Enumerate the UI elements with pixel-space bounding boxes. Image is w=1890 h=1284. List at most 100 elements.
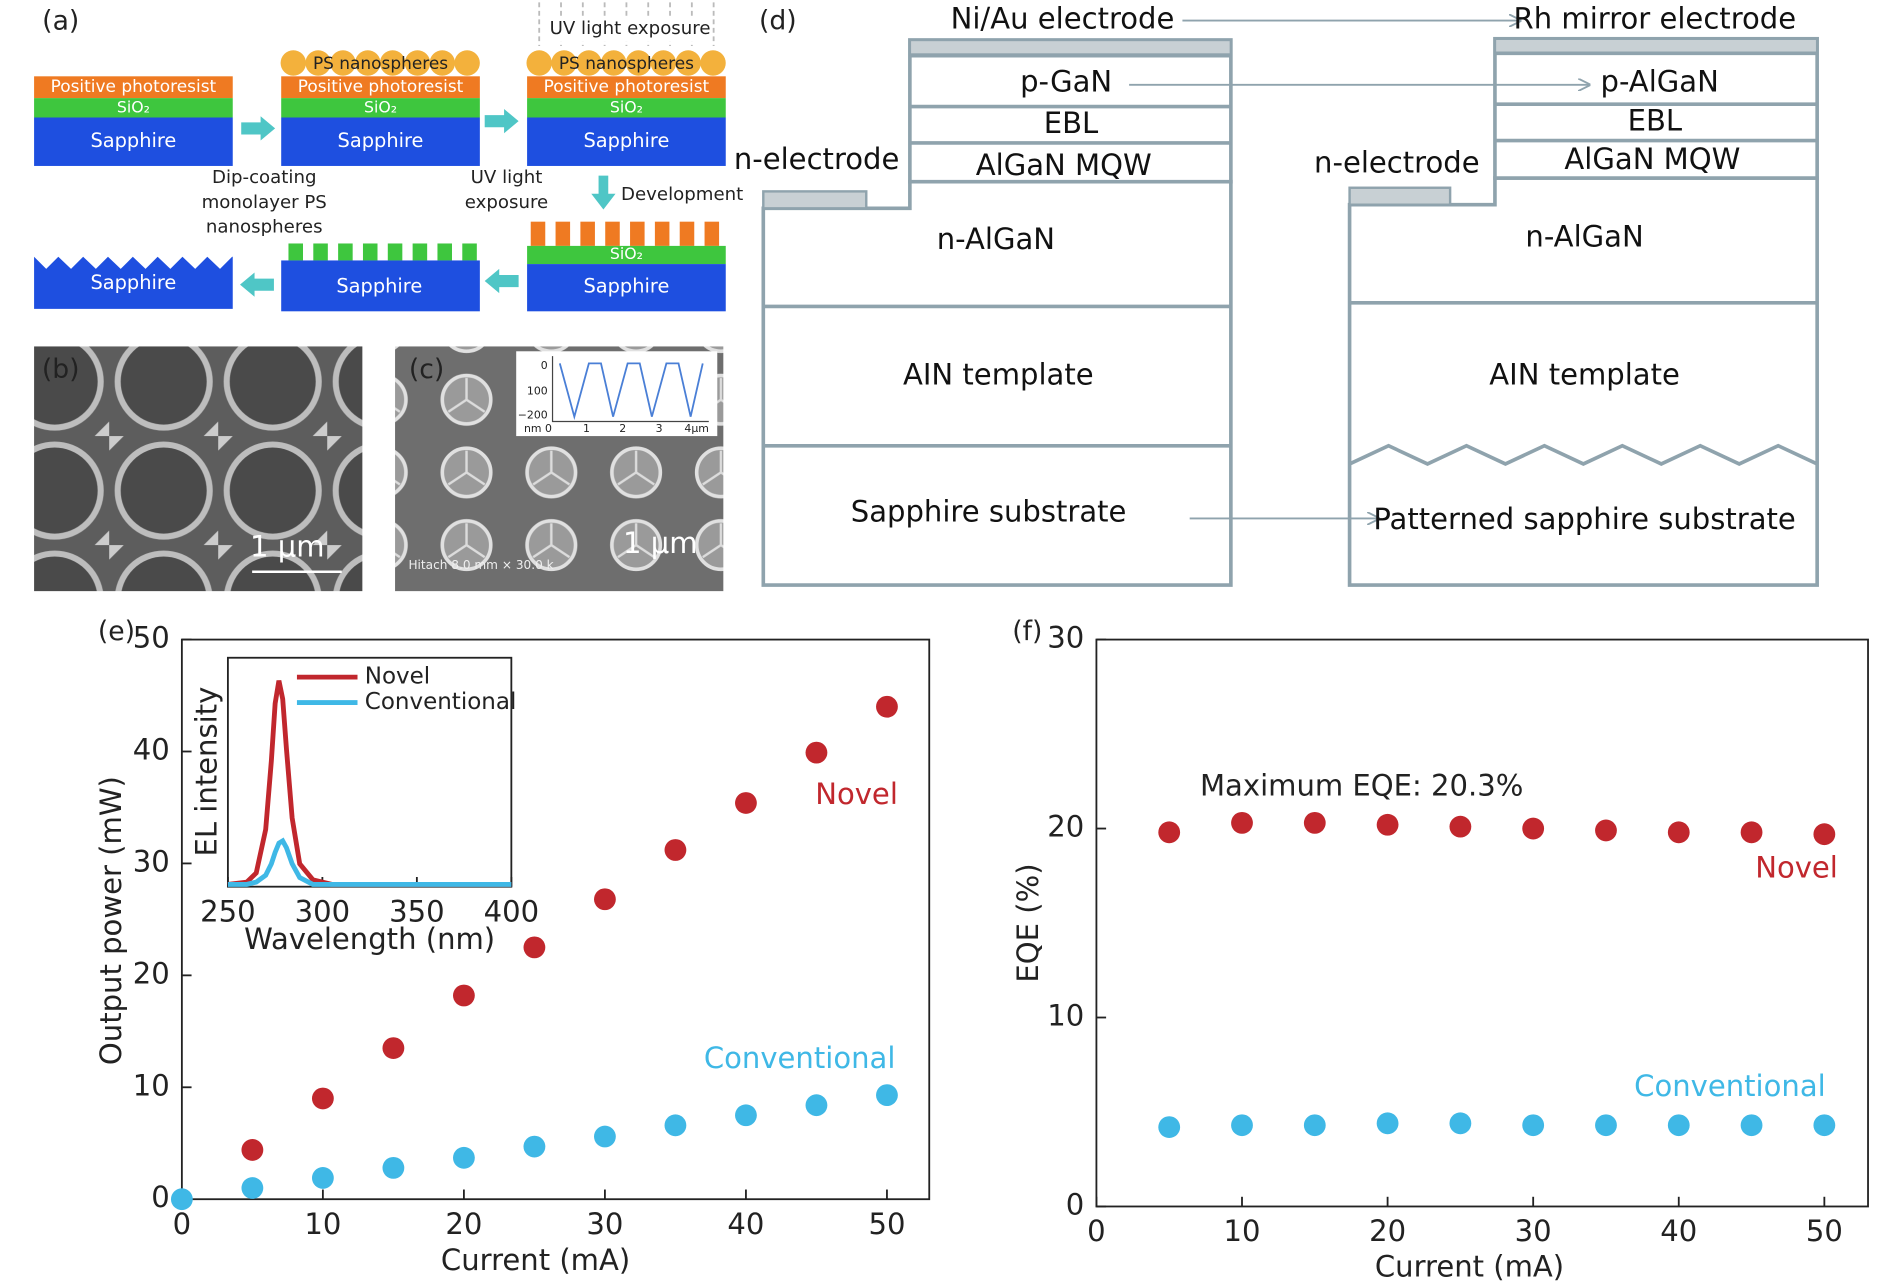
panel-label: (c) <box>409 354 444 385</box>
label: (a) <box>42 5 79 36</box>
layer-label: Sapphire <box>338 129 424 152</box>
data-point <box>1522 1114 1545 1137</box>
profile-tick-label: 2 <box>619 422 626 435</box>
data-point <box>1595 1114 1617 1137</box>
mesa <box>1493 36 1819 180</box>
y-tick-label: 30 <box>133 844 170 878</box>
photoresist-pillar <box>704 221 720 246</box>
data-point <box>735 1104 757 1127</box>
photoresist-pillar <box>580 221 595 246</box>
data-point <box>664 839 687 861</box>
uv-label-bg <box>551 16 709 42</box>
process-arrow <box>484 109 519 134</box>
sio2-layer <box>527 245 726 265</box>
label: exposure <box>465 192 548 213</box>
data-point <box>876 695 898 718</box>
plot-frame <box>1095 638 1869 1208</box>
n-electrode <box>762 190 868 210</box>
x-axis-label: Current (mA) <box>1375 1249 1564 1283</box>
data-point <box>1449 1112 1472 1135</box>
data-point <box>1231 1114 1253 1137</box>
sphere-label: PS nanospheres <box>559 53 694 73</box>
data-point <box>805 741 828 764</box>
data-point <box>1158 1116 1181 1139</box>
y-tick-label: 20 <box>133 956 170 990</box>
profile-tick-label: 4μm <box>684 422 708 435</box>
y-tick-label: 50 <box>133 621 170 655</box>
data-point <box>311 1167 334 1189</box>
data-point <box>1813 1114 1836 1137</box>
structure-label: n-AlGaN <box>1525 220 1643 254</box>
sio2-pillar <box>437 243 452 261</box>
data-point <box>1740 1114 1763 1137</box>
data-point <box>523 936 546 959</box>
series-label: Conventional <box>1634 1069 1826 1103</box>
y-tick-label: 0 <box>1066 1187 1085 1221</box>
structure-label: AlGaN MQW <box>976 148 1152 182</box>
y-tick-label: 30 <box>1047 621 1084 655</box>
x-tick-label: 20 <box>445 1207 482 1241</box>
sio2-pillar <box>362 243 378 261</box>
nanosphere <box>379 50 406 76</box>
x-tick-label: 40 <box>727 1207 764 1241</box>
panel-label: (d) <box>759 5 797 36</box>
x-tick-label: 10 <box>1224 1214 1261 1248</box>
structure-label: EBL <box>1628 103 1683 137</box>
nanosphere <box>625 50 652 76</box>
process-arrow <box>591 175 616 210</box>
top-electrode <box>1493 37 1819 55</box>
data-point <box>1376 813 1399 836</box>
x-tick-label: 350 <box>389 894 444 928</box>
profile-line <box>558 362 704 421</box>
structure-label: n-AlGaN <box>937 222 1055 256</box>
scale-label: 1 μm <box>250 530 325 564</box>
nanosphere <box>404 50 431 76</box>
data-point <box>594 1125 616 1148</box>
data-point <box>1449 815 1472 838</box>
nanosphere <box>576 50 602 76</box>
sapphire-layer <box>281 260 480 312</box>
annotation: Maximum EQE: 20.3% <box>1200 768 1523 802</box>
data-point <box>1303 1114 1326 1137</box>
nanosphere <box>429 50 456 76</box>
sem-info: Hitach 8.0 mm × 30.0 k <box>408 558 553 572</box>
structure-label: Sapphire substrate <box>851 495 1127 529</box>
data-point <box>594 888 616 911</box>
layer-label: Positive photoresist <box>51 76 217 96</box>
nanosphere <box>600 50 627 76</box>
scale-label: 1 μm <box>623 526 698 560</box>
spectrum-line <box>227 837 512 887</box>
data-point <box>452 984 475 1007</box>
sphere-label: PS nanospheres <box>313 53 448 73</box>
data-point <box>1522 817 1545 840</box>
legend-label: Novel <box>365 664 430 690</box>
data-point <box>1158 821 1181 844</box>
data-point <box>1667 1114 1690 1137</box>
layer-label: Sapphire <box>583 129 669 152</box>
data-point <box>1813 823 1836 846</box>
photoresist-pillar <box>555 221 571 246</box>
photoresist-layer <box>34 76 233 99</box>
layer-label: Sapphire <box>583 275 669 298</box>
data-point <box>452 1146 475 1169</box>
data-point <box>311 1087 334 1110</box>
photoresist-pillar <box>630 221 645 246</box>
profile-tick-label: 0 <box>541 359 548 372</box>
label: UV light <box>471 167 543 188</box>
y-axis-label: Output power (mW) <box>94 776 128 1065</box>
x-tick-label: 30 <box>586 1207 623 1241</box>
sio2-layer <box>281 98 480 118</box>
nanosphere <box>454 50 480 76</box>
layer-label: Sapphire <box>336 275 422 298</box>
profile-tick-label: 100 <box>527 384 548 397</box>
x-tick-label: 0 <box>173 1207 191 1241</box>
structure-label: Rh mirror electrode <box>1514 2 1797 36</box>
data-point <box>1667 821 1690 844</box>
x-tick-label: 300 <box>295 894 350 928</box>
sapphire-layer <box>527 264 726 312</box>
x-tick-label: 20 <box>1369 1214 1406 1248</box>
data-point <box>1740 821 1763 844</box>
structure-label: AlGaN MQW <box>1564 142 1740 176</box>
x-axis-label: Wavelength (nm) <box>244 922 495 956</box>
